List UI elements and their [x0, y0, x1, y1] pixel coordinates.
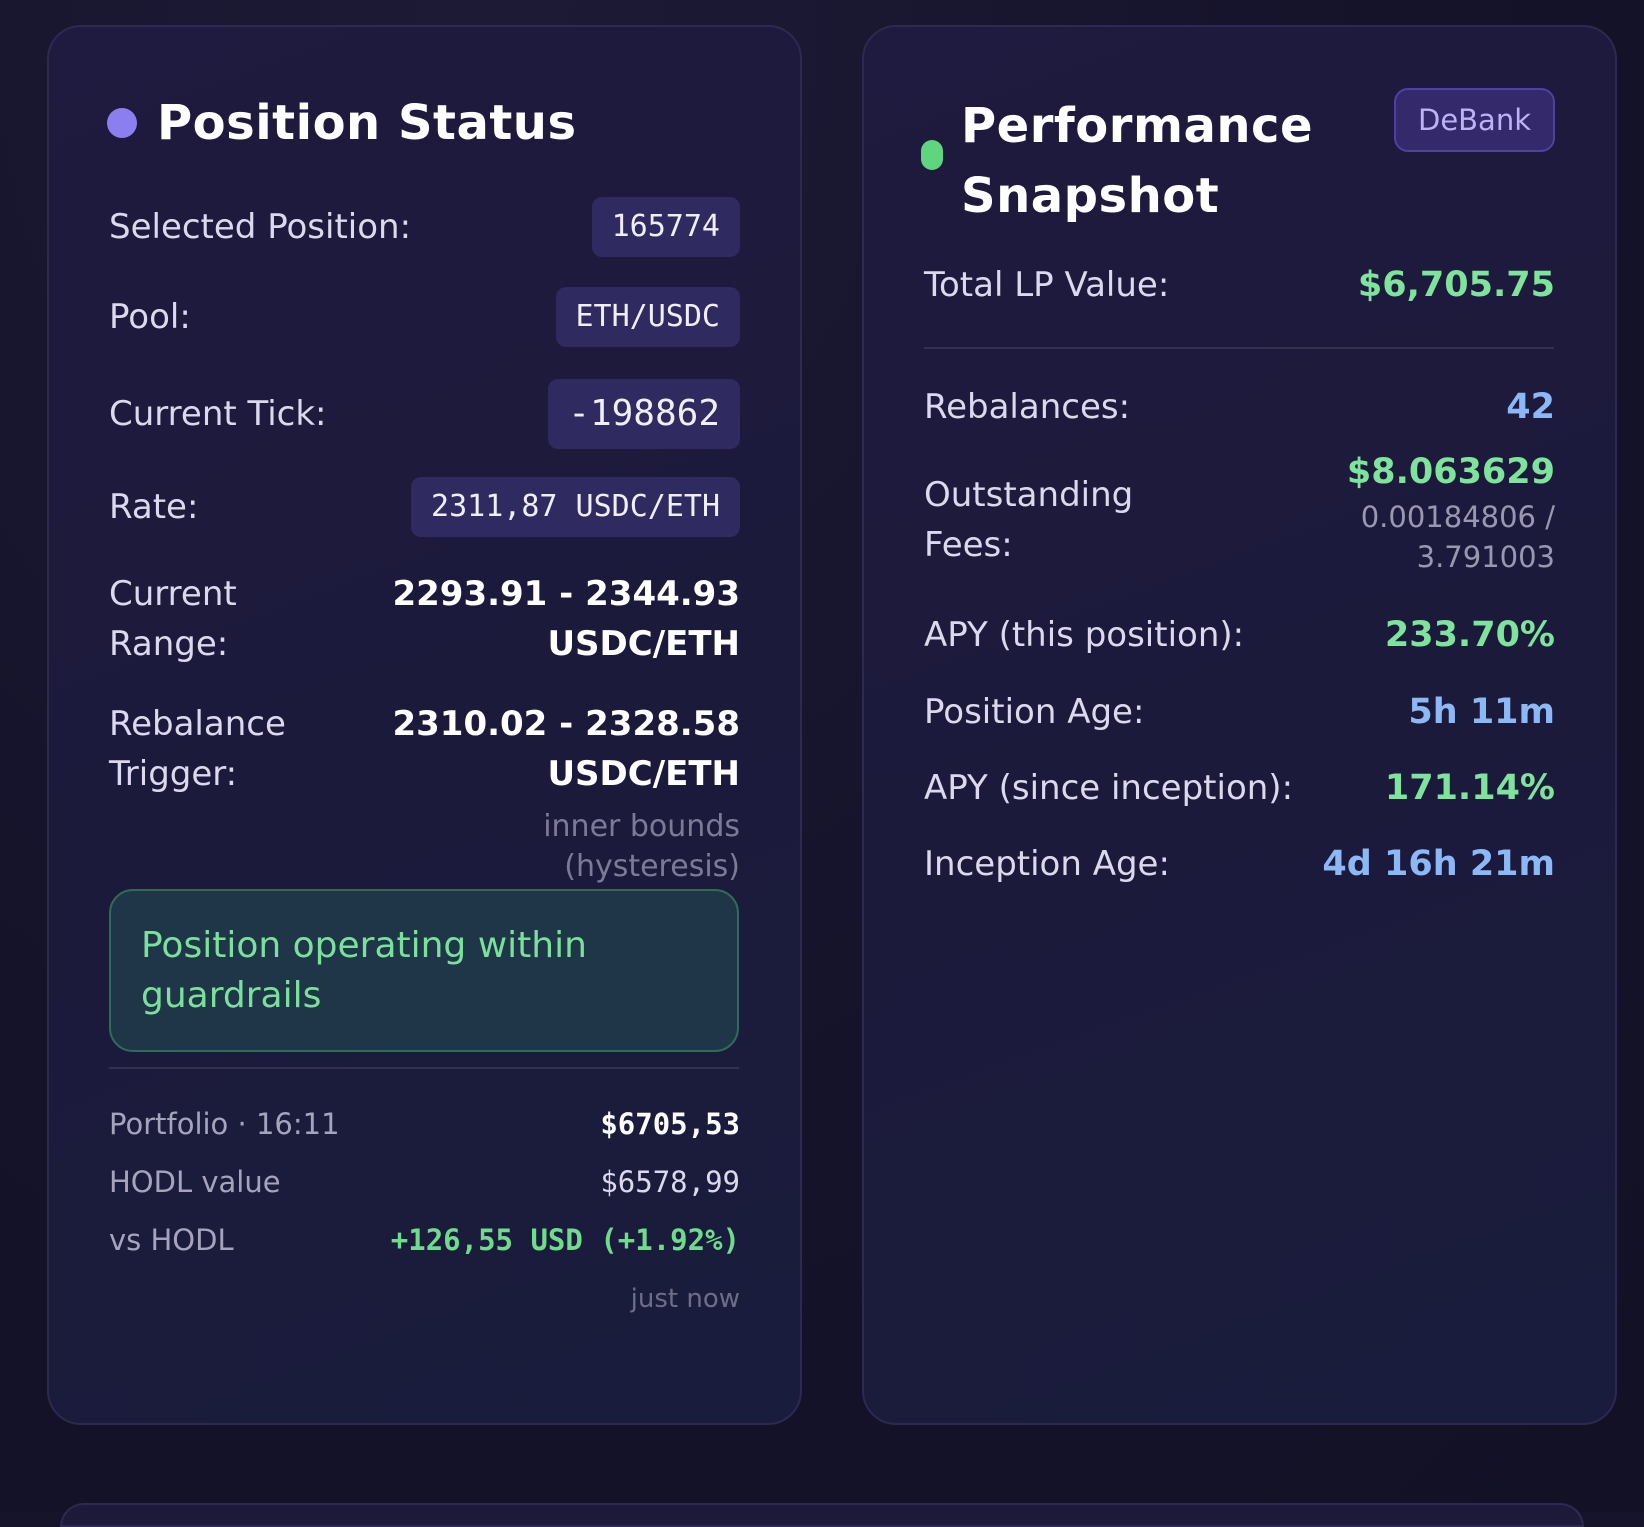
- hysteresis-note: inner bounds (hysteresis): [543, 809, 740, 884]
- rebalance-trigger-row: Rebalance Trigger: 2310.02 - 2328.58 USD…: [109, 699, 740, 884]
- pool-label: Pool:: [109, 297, 191, 337]
- pool-value: ETH/USDC: [555, 287, 740, 347]
- rebalance-trigger-label: Rebalance Trigger:: [109, 704, 286, 794]
- rate-value: 2311,87 USDC/ETH: [411, 477, 740, 537]
- guardrail-status-message: Position operating within guardrails: [109, 889, 739, 1052]
- pool-row: Pool: ETH/USDC: [109, 287, 740, 347]
- apy-position-label: APY (this position):: [924, 615, 1245, 655]
- position-age-value: 5h 11m: [1408, 692, 1555, 732]
- status-dot-icon: [921, 140, 943, 170]
- apy-position-value: 233.70%: [1384, 615, 1555, 655]
- current-range-value: 2293.91 - 2344.93 USDC/ETH: [392, 574, 740, 664]
- apy-inception-value: 171.14%: [1384, 768, 1555, 808]
- vs-hodl-value: +126,55 USD (+1.92%): [390, 1223, 740, 1257]
- current-range-label: Current Range:: [109, 574, 237, 664]
- outstanding-fees-value: $8.063629 0.00184806 / 3.791003: [1347, 447, 1555, 577]
- divider: [924, 347, 1554, 349]
- rebalance-trigger-value: 2310.02 - 2328.58 USDC/ETH inner bounds …: [392, 699, 740, 887]
- status-dot-icon: [107, 108, 137, 138]
- rebalances-value: 42: [1506, 387, 1555, 427]
- total-lp-value: $6,705.75: [1357, 265, 1555, 305]
- last-updated: just now: [630, 1284, 740, 1314]
- outstanding-fees-label: Outstanding Fees:: [924, 475, 1134, 565]
- position-status-card: Position Status Selected Position: 16577…: [47, 25, 802, 1425]
- current-tick-value: -198862: [548, 379, 740, 449]
- position-status-header: Position Status: [107, 95, 577, 151]
- rebalances-label: Rebalances:: [924, 387, 1131, 427]
- selected-position-value[interactable]: 165774: [591, 197, 740, 257]
- debank-button[interactable]: DeBank: [1393, 88, 1555, 152]
- current-tick-label: Current Tick:: [109, 394, 327, 434]
- current-tick-row: Current Tick: -198862: [109, 379, 740, 449]
- total-lp-label: Total LP Value:: [924, 265, 1170, 305]
- performance-snapshot-card: Performance Snapshot DeBank Total LP Val…: [862, 25, 1617, 1425]
- vs-hodl-label: vs HODL: [109, 1223, 234, 1257]
- rate-label: Rate:: [109, 487, 199, 527]
- portfolio-value: $6705,53: [600, 1107, 740, 1141]
- position-age-label: Position Age:: [924, 692, 1145, 732]
- fees-token-amounts: 0.00184806 / 3.791003: [1360, 500, 1555, 574]
- hodl-value-label: HODL value: [109, 1165, 281, 1199]
- hodl-value: $6578,99: [600, 1165, 740, 1199]
- rate-row: Rate: 2311,87 USDC/ETH: [109, 477, 740, 537]
- apy-inception-label: APY (since inception):: [924, 768, 1294, 808]
- portfolio-label: Portfolio · 16:11: [109, 1107, 340, 1141]
- inception-age-label: Inception Age:: [924, 844, 1170, 884]
- inception-age-value: 4d 16h 21m: [1322, 844, 1555, 884]
- card-title: Performance Snapshot: [961, 98, 1314, 224]
- card-title: Position Status: [157, 95, 577, 151]
- current-range-row: Current Range: 2293.91 - 2344.93 USDC/ET…: [109, 569, 740, 669]
- selected-position-label: Selected Position:: [109, 207, 412, 247]
- divider: [109, 1067, 739, 1069]
- selected-position-row: Selected Position: 165774: [109, 197, 740, 257]
- next-card-edge: [60, 1503, 1584, 1527]
